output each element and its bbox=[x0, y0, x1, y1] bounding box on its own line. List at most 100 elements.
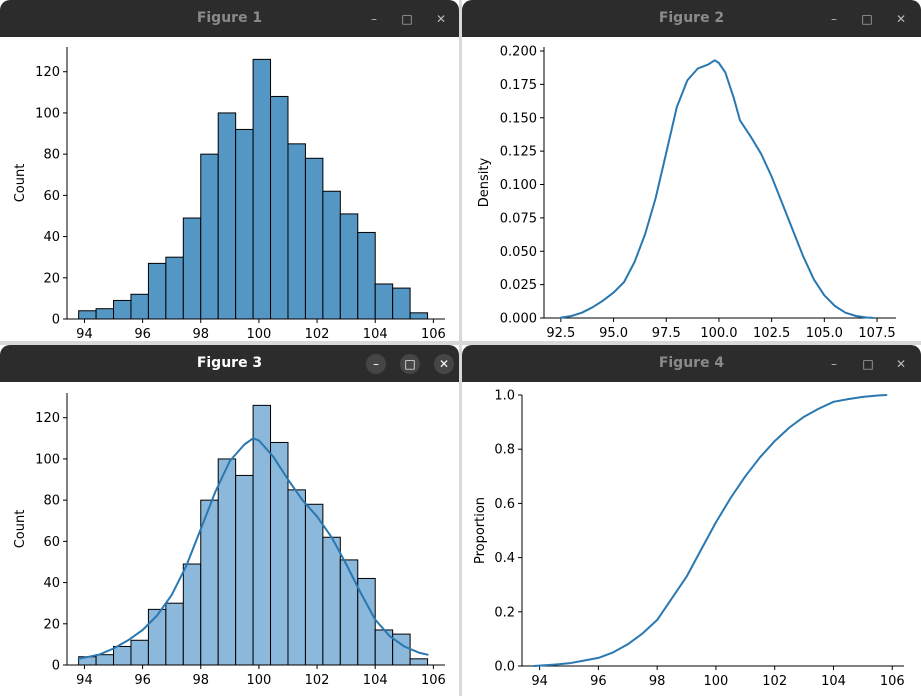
y-axis-label: Proportion bbox=[473, 497, 488, 564]
x-tick-label: 102 bbox=[305, 673, 330, 688]
close-icon[interactable]: ✕ bbox=[895, 357, 907, 371]
histogram-bar bbox=[304, 157, 324, 320]
histogram-bar bbox=[147, 608, 167, 666]
kde-line bbox=[559, 59, 874, 319]
window-separator-vertical bbox=[459, 0, 462, 696]
histogram-bar bbox=[392, 633, 411, 666]
close-icon[interactable]: ✕ bbox=[435, 12, 447, 26]
x-tick-label: 105.0 bbox=[806, 326, 843, 341]
histogram-bar bbox=[339, 213, 359, 320]
histogram-bar bbox=[252, 58, 272, 320]
histogram-bar bbox=[409, 658, 429, 666]
x-tick-label: 94 bbox=[76, 327, 93, 341]
kde-plot: 92.5 95.0 97.5 100.0 102.5 105.0 107.5 0.000 0.0… bbox=[477, 45, 896, 341]
histogram-bar bbox=[339, 559, 359, 666]
title-bar[interactable]: Figure 4 – □ ✕ bbox=[462, 345, 921, 382]
y-tick-label: 60 bbox=[43, 535, 60, 550]
y-tick-label: 60 bbox=[43, 189, 60, 204]
histogram-bar bbox=[182, 217, 202, 320]
x-tick-label: 98 bbox=[192, 327, 209, 341]
maximize-icon[interactable]: □ bbox=[861, 12, 873, 26]
y-tick-label: 0.075 bbox=[500, 211, 537, 226]
histogram-bar bbox=[165, 602, 184, 666]
x-tick-label: 102.5 bbox=[753, 326, 790, 341]
x-tick-label: 94 bbox=[76, 673, 93, 688]
x-tick-label: 97.5 bbox=[652, 326, 681, 341]
histogram-bar bbox=[322, 536, 341, 666]
x-tick-label: 100 bbox=[704, 674, 729, 689]
x-tick-label: 92.5 bbox=[546, 326, 575, 341]
figure-3-window[interactable]: Figure 3 – □ ✕ 94 96 98 100 102 104 106 0 20 40 60… bbox=[0, 345, 459, 696]
histogram-bar bbox=[147, 262, 167, 320]
x-tick-label: 104 bbox=[821, 674, 846, 689]
y-tick-label: 0 bbox=[52, 659, 60, 674]
histogram-bar bbox=[78, 310, 97, 320]
figure-4-window[interactable]: Figure 4 – □ ✕ 94 96 98 100 102 104 106 0.0 0.2 0… bbox=[462, 345, 921, 696]
maximize-icon[interactable]: □ bbox=[401, 12, 413, 26]
y-tick-label: 0.150 bbox=[500, 111, 537, 126]
histogram-bar bbox=[304, 503, 324, 666]
histogram-bar bbox=[374, 283, 394, 320]
histogram-bar bbox=[217, 458, 237, 666]
y-tick-label: 0.0 bbox=[494, 660, 515, 675]
histogram-kde-plot: 94 96 98 100 102 104 106 0 20 40 60 80 100 120 Count bbox=[13, 393, 446, 688]
histogram-bar bbox=[165, 256, 184, 320]
y-tick-label: 0.8 bbox=[494, 443, 515, 458]
y-tick-label: 120 bbox=[35, 65, 60, 80]
ecdf-plot: 94 96 98 100 102 104 106 0.0 0.2 0.4 0.6 0.8 1.0 Prop… bbox=[473, 389, 905, 690]
x-tick-label: 98 bbox=[649, 674, 666, 689]
histogram-bar bbox=[95, 654, 115, 666]
close-icon[interactable]: ✕ bbox=[434, 354, 454, 374]
histogram-bar bbox=[235, 474, 254, 666]
figure-2-window[interactable]: Figure 2 – □ ✕ 92.5 95.0 97.5 100.0 102.5 105… bbox=[462, 0, 921, 341]
y-tick-label: 0.050 bbox=[500, 245, 537, 260]
histogram-bar bbox=[409, 312, 429, 320]
title-bar[interactable]: Figure 3 – □ ✕ bbox=[0, 345, 459, 382]
y-tick-label: 120 bbox=[35, 411, 60, 426]
x-tick-label: 96 bbox=[134, 673, 151, 688]
x-tick-label: 104 bbox=[363, 327, 388, 341]
histogram-bar bbox=[392, 287, 411, 320]
y-tick-label: 100 bbox=[35, 452, 60, 467]
minimize-icon[interactable]: – bbox=[366, 354, 386, 374]
x-tick-label: 104 bbox=[363, 673, 388, 688]
y-tick-label: 80 bbox=[43, 494, 60, 509]
maximize-icon[interactable]: □ bbox=[400, 354, 420, 374]
x-tick-label: 106 bbox=[421, 673, 446, 688]
x-tick-label: 94 bbox=[531, 674, 548, 689]
histogram-bar bbox=[357, 577, 376, 666]
close-icon[interactable]: ✕ bbox=[895, 12, 907, 26]
histogram-bar bbox=[235, 128, 254, 320]
histogram-bar bbox=[113, 645, 132, 666]
y-tick-label: 40 bbox=[43, 230, 60, 245]
minimize-icon[interactable]: – bbox=[831, 12, 837, 26]
y-tick-label: 1.0 bbox=[494, 389, 515, 404]
histogram-bar bbox=[357, 231, 376, 320]
window-title: Figure 3 bbox=[196, 355, 263, 371]
window-title: Figure 4 bbox=[658, 355, 725, 371]
x-tick-label: 95.0 bbox=[599, 326, 628, 341]
x-tick-label: 98 bbox=[192, 673, 209, 688]
window-title: Figure 2 bbox=[658, 10, 725, 26]
y-tick-label: 0.6 bbox=[494, 497, 515, 512]
histogram-bar bbox=[270, 95, 289, 320]
minimize-icon[interactable]: – bbox=[831, 357, 837, 371]
y-axis-label: Count bbox=[13, 510, 28, 549]
x-tick-label: 106 bbox=[421, 327, 446, 341]
y-tick-label: 0.4 bbox=[494, 551, 515, 566]
histogram-bar bbox=[322, 190, 341, 320]
x-tick-label: 100 bbox=[246, 673, 271, 688]
x-tick-label: 106 bbox=[880, 674, 905, 689]
x-tick-label: 96 bbox=[134, 327, 151, 341]
title-bar[interactable]: Figure 1 – □ ✕ bbox=[0, 0, 459, 37]
title-bar[interactable]: Figure 2 – □ ✕ bbox=[462, 0, 921, 37]
histogram-bar bbox=[200, 153, 219, 320]
maximize-icon[interactable]: □ bbox=[862, 357, 874, 371]
y-tick-label: 40 bbox=[43, 576, 60, 591]
y-tick-label: 0 bbox=[52, 313, 60, 328]
y-tick-label: 0.200 bbox=[500, 45, 537, 60]
y-tick-label: 0.125 bbox=[500, 145, 537, 160]
y-tick-label: 0.2 bbox=[494, 605, 515, 620]
minimize-icon[interactable]: – bbox=[371, 12, 377, 26]
figure-1-window[interactable]: Figure 1 – □ ✕ 94 96 98 100 102 104 106 0 20 40 60… bbox=[0, 0, 459, 341]
